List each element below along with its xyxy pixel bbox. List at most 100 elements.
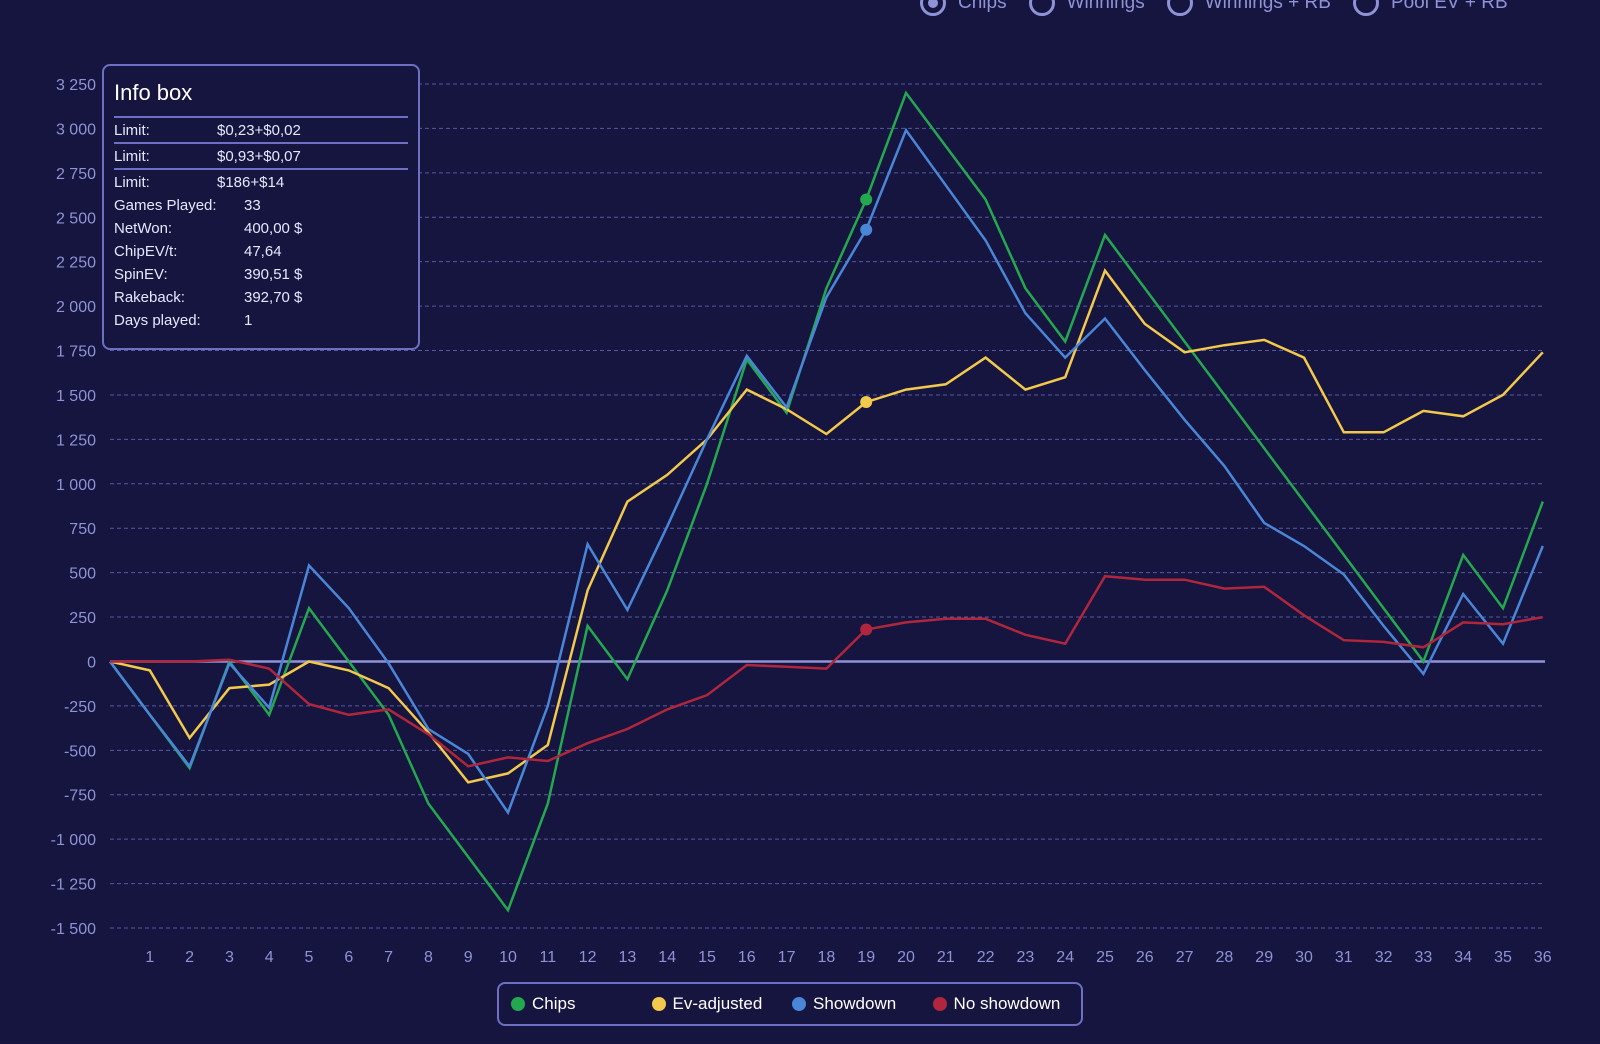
x-tick-label: 20 [897,949,915,966]
y-tick-label: 1 500 [56,388,96,405]
y-tick-label: 2 750 [56,166,96,183]
y-tick-label: 2 000 [56,299,96,316]
radio-circle-icon[interactable] [1166,0,1193,16]
info-limit-row: Limit: $186+$14 [114,168,408,192]
radio-option-label: Chips [958,0,1007,13]
info-stat-row: Games Played: 33 [114,194,408,217]
y-tick-label: 500 [69,566,96,583]
info-limit-value: $0,93+$0,07 [217,148,301,165]
x-tick-label: 24 [1056,949,1074,966]
x-tick-label: 3 [225,949,234,966]
info-stat-row: Rakeback: 392,70 $ [114,286,408,309]
x-tick-label: 17 [778,949,796,966]
info-box: Info box Limit: $0,23+$0,02 Limit: $0,93+$0… [102,64,420,350]
x-tick-label: 34 [1454,949,1472,966]
legend-label: No showdown [953,994,1061,1013]
info-limit-value: $186+$14 [217,174,285,191]
radio-circle-icon[interactable] [1028,0,1055,16]
info-box-title: Info box [114,80,193,105]
legend-item-ev-adjusted[interactable]: Ev-adjusted [651,994,793,1014]
info-stat-value: 47,64 [244,243,282,260]
info-limit-label: Limit: [114,148,150,165]
x-tick-label: 30 [1295,949,1313,966]
info-limit-label: Limit: [114,174,150,191]
x-tick-label: 4 [265,949,274,966]
info-stat-label: Games Played: [114,197,217,214]
y-tick-label: -500 [64,743,96,760]
radio-circle-icon[interactable] [920,0,946,16]
y-tick-label: 3 250 [56,77,96,94]
info-limit-row: Limit: $0,93+$0,07 [114,142,408,166]
radio-option-label: Winnings [1066,0,1145,13]
x-tick-label: 14 [658,949,676,966]
x-tick-label: 11 [539,949,556,966]
highlight-point-chips [860,193,873,206]
x-tick-label: 25 [1096,949,1114,966]
info-limit-row: Limit: $0,23+$0,02 [114,116,408,140]
chart-mode-radio-group: Chips Winnings Winnings + RB Pool EV + RB [920,0,1508,16]
radio-option-pool-ev-rb[interactable]: Pool EV + RB [1352,0,1508,16]
x-tick-label: 13 [619,949,637,966]
info-limit-value: $0,23+$0,02 [217,122,301,139]
x-tick-label: 27 [1176,949,1194,966]
x-tick-label: 10 [499,949,517,966]
legend-item-no-showdown[interactable]: No showdown [932,994,1081,1014]
radio-option-winnings-rb[interactable]: Winnings + RB [1166,0,1331,16]
series-line-ev-adjusted [109,268,1544,784]
radio-option-chips[interactable]: Chips [920,0,1007,16]
series-line-showdown [108,127,1544,816]
x-tick-label: 28 [1216,949,1234,966]
y-tick-label: -1 000 [51,832,96,849]
info-stat-row: Days played: 1 [114,309,408,332]
x-tick-label: 5 [305,949,314,966]
y-tick-label: -1 500 [51,921,96,938]
legend-dot-icon [792,997,807,1011]
radio-option-label: Winnings + RB [1204,0,1331,13]
y-tick-label: 1 750 [56,344,96,361]
x-tick-label: 12 [579,949,597,966]
x-tick-label: 26 [1136,949,1154,966]
x-tick-label: 1 [145,949,154,966]
x-tick-label: 15 [698,949,716,966]
highlight-point-showdown [860,223,873,236]
x-tick-label: 23 [1017,949,1035,966]
y-tick-label: 1 250 [56,432,96,449]
y-tick-label: 1 000 [56,477,96,494]
x-tick-label: 32 [1375,949,1393,966]
y-tick-label: -750 [64,788,96,805]
radio-circle-icon[interactable] [1352,0,1379,16]
info-stat-value: 392,70 $ [244,289,303,306]
y-tick-label: -1 250 [51,877,96,894]
info-stat-value: 33 [244,197,261,214]
info-stat-row: NetWon: 400,00 $ [114,217,408,240]
x-tick-label: 2 [185,949,194,966]
info-stat-value: 1 [244,312,253,329]
info-stat-label: Days played: [114,312,201,329]
legend-label: Chips [532,994,576,1013]
y-tick-label: 2 250 [56,255,96,272]
x-tick-label: 6 [344,949,353,966]
x-tick-label: 21 [937,949,955,966]
legend-label: Ev-adjusted [672,994,763,1013]
legend-dot-icon [651,997,666,1011]
info-stat-label: ChipEV/t: [114,243,178,260]
x-tick-label: 9 [464,949,473,966]
highlight-point-no-showdown [860,623,873,636]
x-tick-label: 29 [1255,949,1273,966]
info-stat-row: SpinEV: 390,51 $ [114,263,408,286]
info-limit-label: Limit: [114,122,150,139]
highlight-point-ev-adjusted [860,396,873,409]
info-stat-label: SpinEV: [114,266,168,283]
y-tick-label: 750 [69,521,96,538]
legend-item-chips[interactable]: Chips [511,994,652,1014]
chart-legend: Chips Ev-adjusted Showdown No showdown [497,982,1083,1026]
legend-item-showdown[interactable]: Showdown [792,994,933,1014]
info-stat-label: NetWon: [114,220,173,237]
radio-option-winnings[interactable]: Winnings [1028,0,1145,16]
legend-label: Showdown [813,994,897,1013]
x-tick-label: 33 [1415,949,1433,966]
info-stat-label: Rakeback: [114,289,185,306]
x-tick-label: 18 [818,949,836,966]
series-line-no-showdown [110,574,1544,768]
info-stat-value: 390,51 $ [244,266,303,283]
